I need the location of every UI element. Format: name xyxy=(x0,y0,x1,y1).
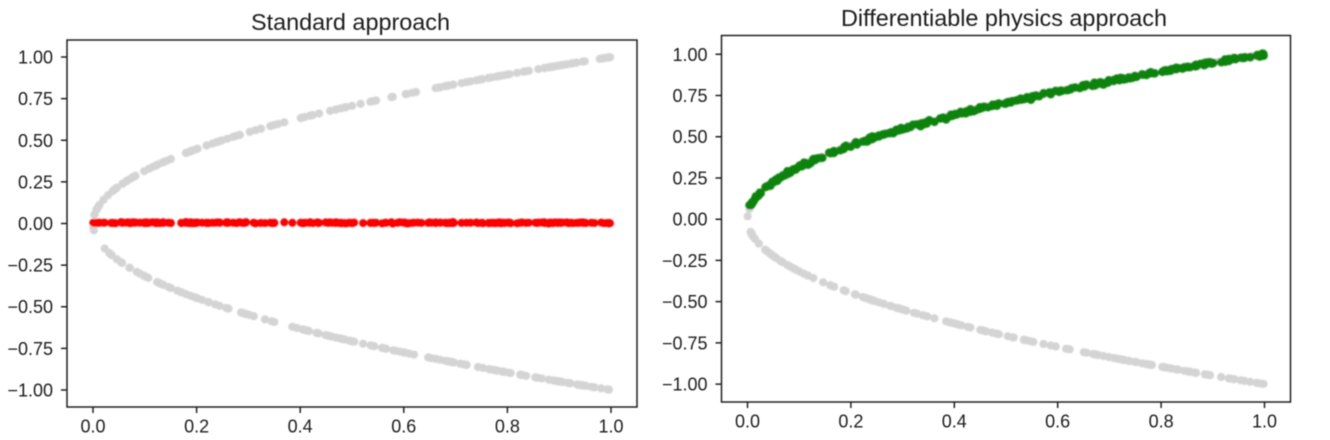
svg-text:0.4: 0.4 xyxy=(942,412,967,432)
svg-text:0.6: 0.6 xyxy=(1045,412,1070,432)
svg-text:1.00: 1.00 xyxy=(18,48,53,68)
svg-text:0.8: 0.8 xyxy=(495,417,520,437)
svg-text:0.8: 0.8 xyxy=(1149,412,1174,432)
svg-text:−0.50: −0.50 xyxy=(662,292,708,312)
svg-text:−0.25: −0.25 xyxy=(7,256,53,276)
svg-text:Differentiable physics approac: Differentiable physics approach xyxy=(841,5,1167,31)
svg-text:0.2: 0.2 xyxy=(184,417,209,437)
svg-text:0.0: 0.0 xyxy=(735,412,760,432)
svg-text:−0.50: −0.50 xyxy=(7,297,53,317)
svg-text:0.50: 0.50 xyxy=(18,131,53,151)
svg-text:0.4: 0.4 xyxy=(288,417,313,437)
svg-text:−0.25: −0.25 xyxy=(662,251,708,271)
svg-text:Standard approach: Standard approach xyxy=(251,9,450,35)
svg-text:0.75: 0.75 xyxy=(18,89,53,109)
svg-text:1.0: 1.0 xyxy=(1252,412,1277,432)
svg-text:0.0: 0.0 xyxy=(80,417,105,437)
svg-text:0.75: 0.75 xyxy=(672,86,707,106)
svg-text:−0.75: −0.75 xyxy=(662,333,708,353)
svg-text:0.50: 0.50 xyxy=(672,127,707,147)
svg-text:0.25: 0.25 xyxy=(672,169,707,189)
svg-text:1.0: 1.0 xyxy=(598,417,623,437)
svg-text:−1.00: −1.00 xyxy=(7,381,53,401)
svg-text:0.00: 0.00 xyxy=(18,214,53,234)
svg-text:−1.00: −1.00 xyxy=(662,375,708,395)
svg-text:0.00: 0.00 xyxy=(672,210,707,230)
svg-text:0.25: 0.25 xyxy=(18,172,53,192)
svg-text:−0.75: −0.75 xyxy=(7,339,53,359)
svg-text:1.00: 1.00 xyxy=(672,45,707,65)
svg-text:0.6: 0.6 xyxy=(391,417,416,437)
svg-text:0.2: 0.2 xyxy=(838,412,863,432)
